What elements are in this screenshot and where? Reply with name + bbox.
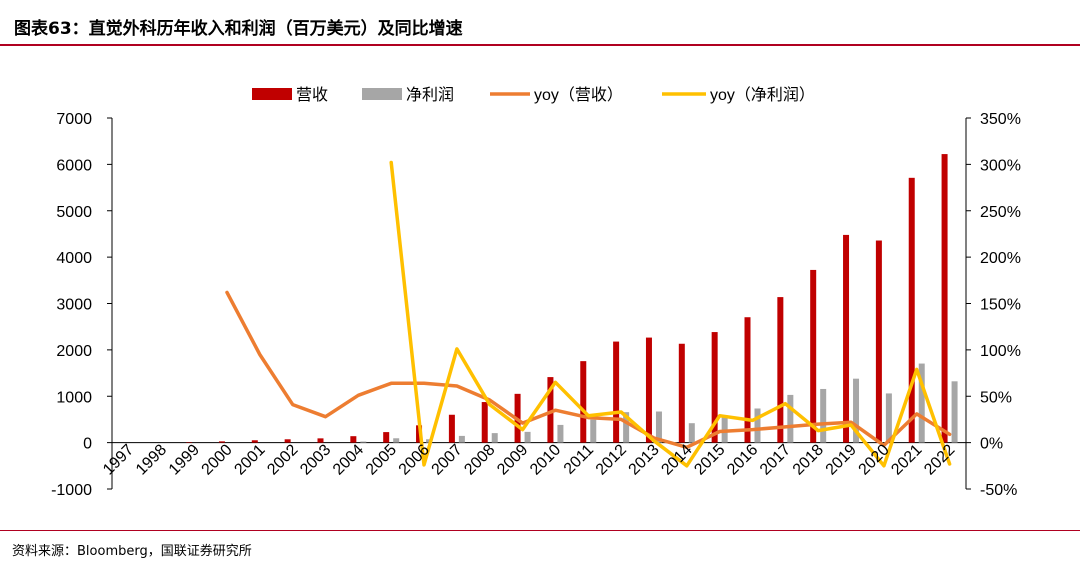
net-profit-bar [557,424,564,443]
x-axis-tick-label: 1997 [100,441,137,478]
net-profit-yoy-line [389,160,952,468]
legend-revenue-swatch [252,88,292,100]
revenue-bar [350,436,357,443]
left-axis-tick-label: 3000 [56,297,92,314]
right-axis-tick-label: 150% [980,297,1021,314]
x-axis-tick-label: 2012 [593,441,630,478]
net-profit-bar [360,441,367,443]
legend-net-profit-yoy-label: yoy（净利润） [710,86,815,104]
revenue-bar [284,439,291,443]
source-note: 资料来源：Bloomberg，国联证券研究所 [12,544,252,559]
x-axis-tick-label: 2000 [199,441,236,478]
net-profit-bar [951,381,958,443]
legend-revenue-yoy-label: yoy（营收） [534,86,623,104]
right-axis-tick-label: 300% [980,157,1021,174]
x-axis-tick-label: 2002 [264,441,301,478]
x-axis-tick-label: 2016 [724,441,761,478]
x-axis-tick-label: 2013 [626,441,663,478]
left-axis-tick-label: 7000 [56,111,92,128]
right-axis-tick-label: -50% [980,482,1017,499]
x-axis-tick-label: 2018 [790,441,827,478]
revenue-bar [941,154,948,443]
revenue-yoy-line [225,290,952,450]
x-axis-tick-label: 1998 [133,441,170,478]
net-profit-bar [458,435,465,443]
right-axis-tick-label: 100% [980,343,1021,360]
legend-net-profit-label: 净利润 [406,86,454,104]
left-axis-tick-label: 6000 [56,157,92,174]
x-axis-tick-label: 2007 [429,441,466,478]
revenue-bar [678,343,685,443]
x-axis-tick-label: 2003 [297,441,334,478]
right-axis-tick-label: 50% [980,389,1012,406]
revenue-bar [645,337,652,443]
net-profit-bar [655,411,662,443]
x-axis-tick-label: 2010 [527,441,564,478]
net-profit-bar [623,412,630,443]
net-profit-bar [524,431,531,443]
net-profit-bar [721,415,728,443]
x-axis-tick-label: 2015 [691,441,728,478]
title-divider [0,44,1080,46]
x-axis-tick-label: 2005 [363,441,400,478]
x-axis-tick-label: 2009 [494,441,531,478]
revenue-bar [908,177,915,443]
left-axis-tick-label: 1000 [56,389,92,406]
revenue-bar [744,317,751,443]
title-bar: 图表63：直觉外科历年收入和利润（百万美元）及同比增速 [0,0,1080,46]
x-axis-tick-label: 2021 [888,441,925,478]
x-axis-tick-label: 2008 [461,441,498,478]
revenue-bar [777,297,784,443]
x-axis-tick-label: 2022 [921,441,958,478]
revenue-bar [317,438,324,443]
revenue-bar [613,341,620,443]
net-profit-bar [885,393,892,443]
net-profit-bar [688,423,695,443]
right-axis-tick-label: 0% [980,436,1003,453]
chart: -1000 0 1000 2000 3000 4000 5000 6000 7000 -50% 0%… [51,86,1021,499]
net-profit-bar [754,408,761,443]
net-profit-bar [918,363,925,443]
x-axis-tick-label: 2011 [561,441,597,477]
net-profit-bar [820,388,827,443]
revenue-bar [810,269,817,443]
right-axis-tick-label: 350% [980,111,1021,128]
revenue-bar [251,440,258,443]
revenue-bar [218,441,225,443]
net-profit-bar [590,419,597,443]
net-profit-bar [491,433,498,443]
footer-divider [0,530,1080,531]
revenue-bar [383,432,390,443]
left-axis-tick-label: 4000 [56,250,92,267]
legend-revenue-label: 营收 [296,86,328,104]
chart-title: 图表63：直觉外科历年收入和利润（百万美元）及同比增速 [14,19,463,39]
x-axis-tick-label: 1999 [166,441,203,478]
x-axis-tick-label: 2019 [823,441,860,478]
left-axis-tick-label: 5000 [56,204,92,221]
legend-net-profit-swatch [362,88,402,100]
revenue-bar [875,240,882,443]
revenue-bar [711,332,718,443]
left-axis-tick-label: 2000 [56,343,92,360]
revenue-bar [448,414,455,443]
net-profit-bar [393,438,400,443]
left-axis-tick-label: 0 [83,436,92,453]
net-profit-bar [787,394,794,443]
right-axis-tick-label: 250% [980,204,1021,221]
revenue-bar [580,361,587,443]
left-axis-tick-label: -1000 [51,482,92,499]
revenue-bar [547,377,554,443]
revenue-bar [481,402,488,443]
x-axis-tick-label: 2004 [330,441,367,478]
right-axis-tick-label: 200% [980,250,1021,267]
net-profit-bar [853,378,860,443]
x-axis-tick-label: 2017 [757,441,794,478]
x-axis-tick-label: 2001 [231,441,268,478]
revenue-bar [186,442,193,443]
revenue-bar [843,234,850,443]
